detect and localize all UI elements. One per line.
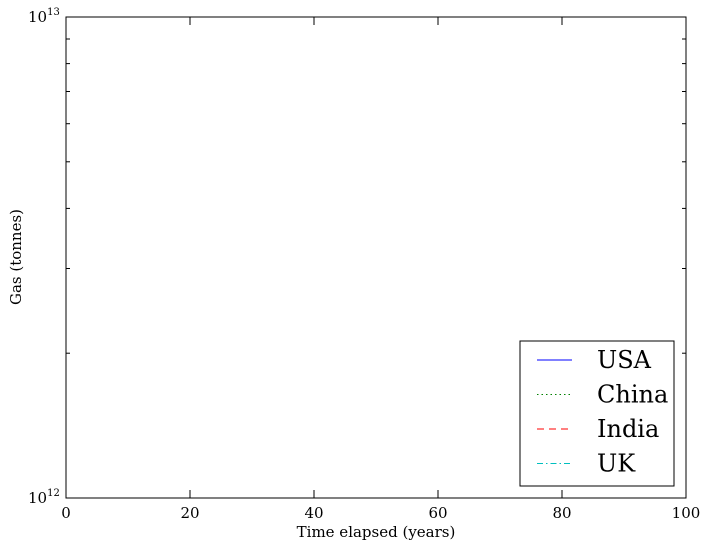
x-tick-label: 60 [428,504,447,522]
x-tick-label: 0 [61,504,71,522]
legend-label-india: India [597,415,659,443]
plot-frame [65,16,687,499]
x-tick-label: 40 [304,504,323,522]
legend-label-usa: USA [597,346,652,374]
x-axis-label: Time elapsed (years) [297,523,456,541]
x-tick-label: 20 [180,504,199,522]
y-tick-label: 1013 [28,7,60,26]
x-tick-label: 100 [672,504,701,522]
legend-label-uk: UK [597,450,636,478]
y-ticks: 1012 1013 [28,7,686,507]
y-minor-ticks [66,38,686,354]
y-axis-label: Gas (tonnes) [7,209,25,305]
legend: USA China India UK [519,340,675,487]
x-tick-label: 80 [552,504,571,522]
y-tick-label: 1012 [28,488,60,507]
legend-label-china: China [597,381,668,409]
legend-box [519,340,675,487]
